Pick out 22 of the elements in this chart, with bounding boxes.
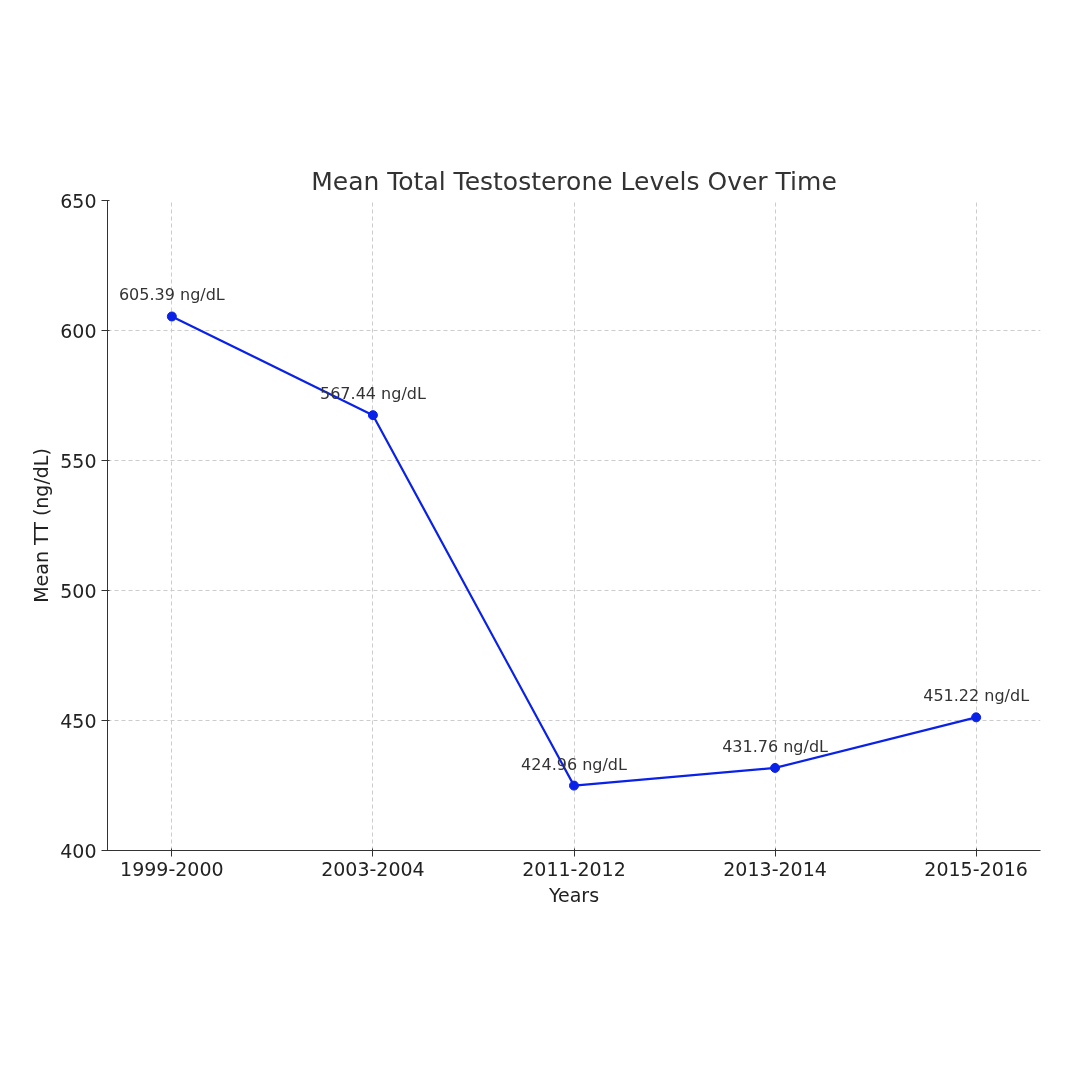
data-label: 605.39 ng/dL	[118, 285, 225, 305]
data-label: 451.22 ng/dL	[923, 686, 1030, 706]
x-tick-label: 2015-2016	[924, 857, 1028, 880]
x-tick-label: 1999-2000	[120, 857, 224, 880]
y-tick-label: 450	[60, 709, 97, 732]
y-tick-label: 550	[60, 449, 97, 472]
data-label: 431.76 ng/dL	[722, 736, 829, 756]
x-axis-title: Years	[547, 883, 600, 906]
point	[569, 780, 579, 791]
y-tick-label: 600	[60, 319, 97, 342]
x-tick-label: 2003-2004	[321, 857, 425, 880]
y-tick-label: 650	[60, 189, 97, 212]
y-tick-label: 400	[60, 839, 97, 862]
x-tick-label: 2013-2014	[723, 857, 827, 880]
point	[367, 410, 378, 421]
y-axis-title: Mean TT (ng/dL)	[30, 448, 53, 603]
x-tick-label: 2011-2012	[522, 857, 626, 880]
chart-title: Mean Total Testosterone Levels Over Time	[311, 166, 837, 196]
y-tick-label: 500	[60, 579, 97, 602]
point	[971, 712, 982, 723]
point	[770, 762, 781, 773]
point	[166, 311, 177, 322]
